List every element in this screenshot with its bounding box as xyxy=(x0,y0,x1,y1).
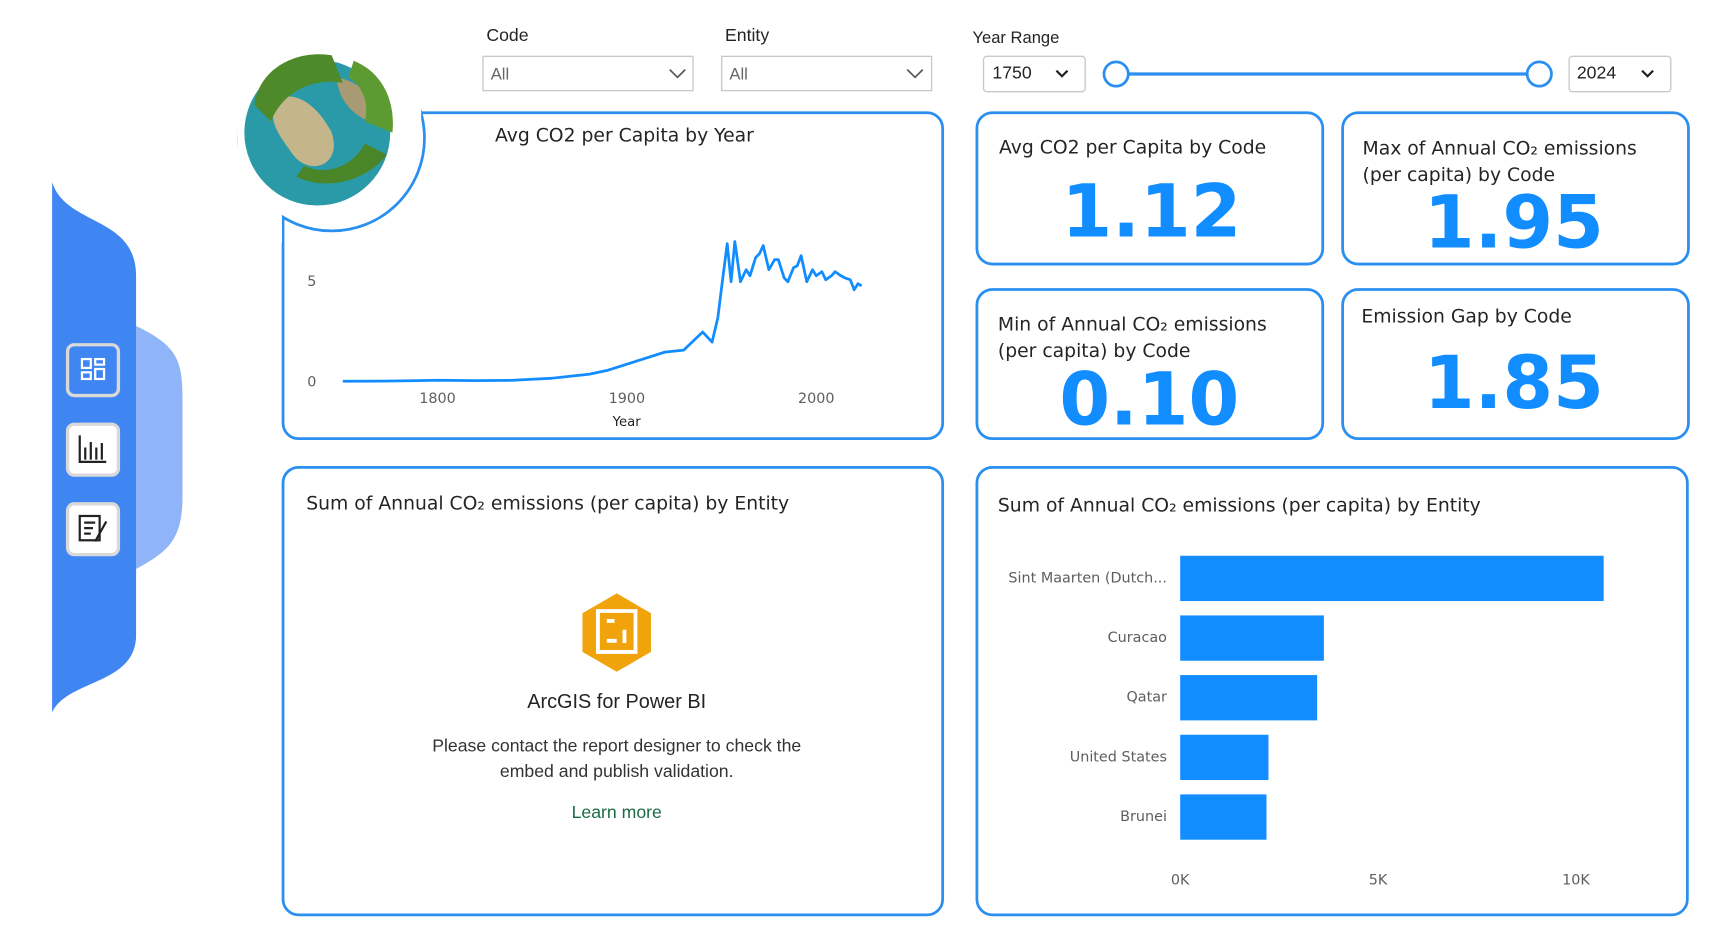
year-end: 2024 xyxy=(1577,63,1616,83)
kpi-value: 1.95 xyxy=(1424,181,1604,266)
bar-card xyxy=(975,465,1689,917)
x-axis-label: Year xyxy=(612,415,642,430)
learn-more-link[interactable]: Learn more xyxy=(572,802,662,822)
year-start: 1750 xyxy=(992,63,1031,83)
x-tick-label: 0K xyxy=(1171,873,1190,889)
x-tick-label: 10K xyxy=(1562,873,1590,889)
chevron xyxy=(669,69,686,79)
slider-handle[interactable] xyxy=(1525,60,1553,88)
y-tick-label: United States xyxy=(1070,749,1167,765)
dropdown-value: All xyxy=(729,65,747,84)
kpi-value: 1.12 xyxy=(1062,170,1242,255)
kpi-card xyxy=(1341,111,1690,266)
kpi-title: (per capita) by Code xyxy=(998,341,1191,362)
dropdown[interactable] xyxy=(721,55,933,92)
filter-label: Year Range xyxy=(972,28,1059,47)
arcgis-icon xyxy=(582,593,651,672)
dropdown[interactable] xyxy=(482,55,694,92)
globe xyxy=(244,54,393,206)
kpi-title: Avg CO2 per Capita by Code xyxy=(999,138,1266,159)
y-tick-label: 0 xyxy=(307,374,316,390)
line-series xyxy=(342,240,863,383)
x-tick-label: 1900 xyxy=(609,391,646,407)
x-tick-label: 1800 xyxy=(419,391,456,407)
chart-title: Avg CO2 per Capita by Year xyxy=(495,125,754,146)
kpi-value: 0.10 xyxy=(1059,357,1239,442)
kpi-title: Max of Annual CO₂ emissions xyxy=(1363,139,1637,160)
bar xyxy=(1180,675,1318,721)
y-tick-label: Curacao xyxy=(1108,630,1167,646)
map-message: Please contact the report designer to ch… xyxy=(432,736,801,756)
bar xyxy=(1180,615,1324,661)
kpi-title: Min of Annual CO₂ emissions xyxy=(998,314,1267,335)
x-tick-label: 5K xyxy=(1369,873,1388,889)
map-message: embed and publish validation. xyxy=(500,761,734,781)
bar xyxy=(1180,734,1269,781)
slider-handle[interactable] xyxy=(1102,60,1130,88)
bar xyxy=(1180,555,1604,602)
x-tick-label: 2000 xyxy=(798,391,835,407)
kpi-title: Emission Gap by Code xyxy=(1361,307,1571,328)
y-tick-label: 5 xyxy=(307,274,316,290)
chevron xyxy=(906,69,924,79)
kpi-card xyxy=(975,288,1325,441)
y-tick-label: Qatar xyxy=(1127,690,1168,706)
map-product: ArcGIS for Power BI xyxy=(527,691,706,713)
chart-title: Sum of Annual CO₂ emissions (per capita)… xyxy=(998,496,1481,517)
nav-button[interactable] xyxy=(65,502,121,557)
chevron xyxy=(1641,69,1654,78)
map-title: Sum of Annual CO₂ emissions (per capita)… xyxy=(306,493,789,514)
kpi-card xyxy=(1341,288,1690,441)
y-tick-label: Sint Maarten (Dutch... xyxy=(1008,570,1167,586)
chevron xyxy=(1055,69,1069,78)
nav-button[interactable] xyxy=(65,422,121,477)
kpi-title: (per capita) by Code xyxy=(1363,165,1556,186)
filter-label: Code xyxy=(486,25,528,45)
nav-button[interactable] xyxy=(65,343,121,398)
y-tick-label: Brunei xyxy=(1120,809,1167,825)
kpi-value: 1.85 xyxy=(1424,341,1604,426)
filter-label: Entity xyxy=(725,25,769,45)
year-input[interactable] xyxy=(982,55,1086,93)
year-input[interactable] xyxy=(1568,55,1672,93)
bar xyxy=(1180,794,1267,840)
kpi-card xyxy=(975,111,1325,266)
dropdown-value: All xyxy=(491,65,509,84)
map-card xyxy=(281,465,945,917)
nav-bump xyxy=(136,325,183,570)
line-card xyxy=(281,111,945,441)
